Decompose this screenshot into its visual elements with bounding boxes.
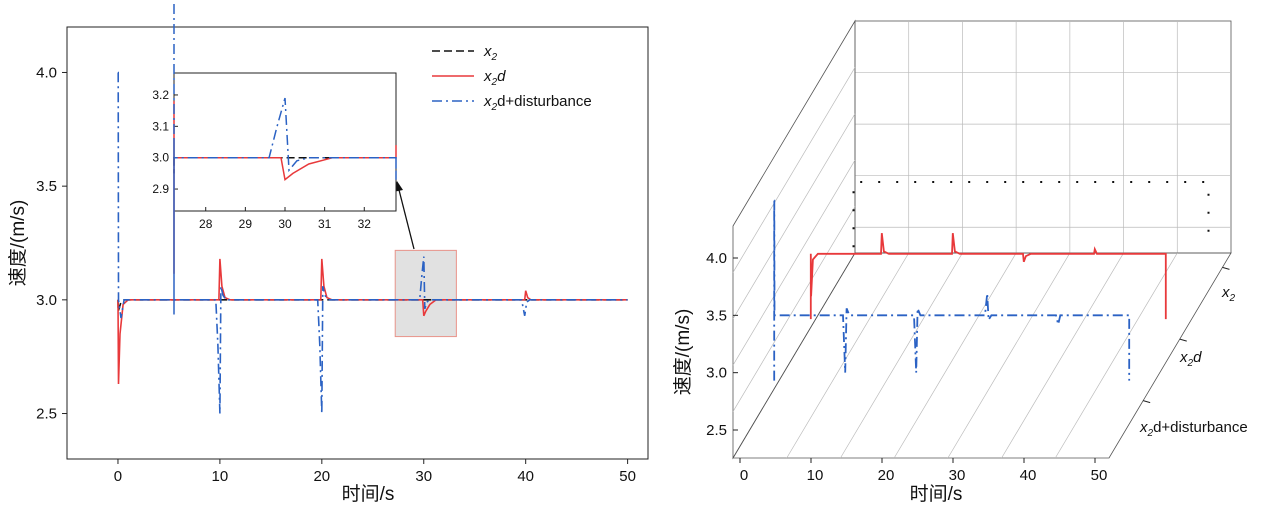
left-x-axis-label: 时间/s bbox=[342, 483, 395, 505]
right-x-axis: 0 10 20 30 40 50 bbox=[739, 458, 1108, 484]
legend-label-x2: x2 bbox=[483, 43, 498, 63]
left-wall-grid-line bbox=[732, 113, 856, 319]
right-series-group bbox=[773, 181, 1210, 381]
left-x-tick-label: 20 bbox=[313, 468, 330, 485]
left-y-tick-label: 3.0 bbox=[36, 292, 57, 309]
legend-item-x2d: x2d bbox=[432, 68, 506, 88]
legend-label-x2d: x2d bbox=[483, 68, 506, 88]
floor-grid-line bbox=[1054, 252, 1178, 459]
left-y-tick-label: 3.5 bbox=[36, 178, 57, 195]
right-x-tick-label: 0 bbox=[740, 467, 748, 484]
depth-label-x2d-disturbance: x2d+disturbance bbox=[1139, 419, 1248, 439]
left-series-group bbox=[117, 71, 628, 414]
right-x-tick-label: 30 bbox=[949, 467, 966, 484]
right-y-tick-label: 2.5 bbox=[706, 422, 727, 439]
left-x-tick-label: 40 bbox=[517, 468, 534, 485]
legend-item-x2: x2 bbox=[432, 43, 498, 63]
left-y-tick-label: 2.5 bbox=[36, 406, 57, 423]
left-wall-grid-line bbox=[732, 206, 856, 412]
series-line-x2d-disturbance bbox=[117, 71, 628, 414]
right-x-tick-label: 50 bbox=[1091, 467, 1108, 484]
left-wall bbox=[732, 19, 856, 460]
right-y-axis: 2.5 3.0 3.5 4.0 bbox=[706, 250, 738, 439]
inset-x-axis: 28 29 30 31 32 bbox=[199, 207, 371, 231]
right-depth-axis: x2 x2d x2d+disturbance bbox=[1139, 266, 1248, 439]
left-y-axis-label: 速度/(m/s) bbox=[7, 200, 29, 287]
left-x-tick-label: 50 bbox=[619, 468, 636, 485]
inset-y-tick-label: 3.1 bbox=[152, 119, 169, 133]
floor-grid-line bbox=[786, 252, 910, 459]
right-x-axis-label: 时间/s bbox=[910, 483, 963, 505]
series-line-x2 bbox=[117, 298, 628, 312]
left-y-axis: 2.5 3.0 3.5 4.0 bbox=[36, 64, 67, 423]
depth-tick-mark bbox=[1222, 266, 1230, 270]
right-x-tick-label: 40 bbox=[1020, 467, 1037, 484]
series3d-line-x2d-disturbance bbox=[773, 199, 1131, 381]
right-x-tick-label: 10 bbox=[807, 467, 824, 484]
inset-y-tick-label: 3.2 bbox=[152, 88, 169, 102]
left-x-axis: 0 10 20 30 40 50 bbox=[114, 459, 636, 485]
series-line-x2d bbox=[117, 258, 628, 385]
left-wall-grid-line bbox=[732, 67, 856, 273]
inset-y-tick-label: 3.0 bbox=[152, 151, 169, 165]
right-y-tick-label: 3.5 bbox=[706, 307, 727, 324]
series3d-line-x2 bbox=[852, 181, 1210, 248]
inset-y-tick-label: 2.9 bbox=[152, 182, 169, 196]
floor bbox=[732, 252, 1232, 459]
right-y-tick-label: 4.0 bbox=[706, 250, 727, 267]
right-x-tick-label: 20 bbox=[878, 467, 895, 484]
left-wall-grid-line bbox=[732, 160, 856, 366]
depth-label-x2: x2 bbox=[1221, 284, 1236, 304]
inset-x-tick-label: 32 bbox=[358, 217, 372, 231]
inset-frame bbox=[173, 72, 397, 212]
legend-item-x2d-disturbance: x2d+disturbance bbox=[432, 93, 592, 113]
left-x-tick-label: 0 bbox=[114, 468, 122, 485]
left-chart: 0 10 20 30 40 50 2.5 3.0 3.5 4.0 时间/s 速度/(m/s) 2… bbox=[7, 0, 649, 505]
inset-series-group bbox=[173, 0, 397, 315]
floor-grid-line bbox=[893, 252, 1017, 459]
depth-tick-mark bbox=[1143, 400, 1151, 404]
inset-series-line-x2d-disturbance bbox=[173, 0, 397, 315]
right-y-axis-label: 速度/(m/s) bbox=[672, 309, 694, 396]
legend-label-x2d-disturbance: x2d+disturbance bbox=[483, 93, 592, 113]
inset-x-tick-label: 29 bbox=[239, 217, 253, 231]
left-wall-grid bbox=[732, 67, 856, 412]
depth-label-x2d: x2d bbox=[1179, 349, 1202, 369]
right-chart-3d: 0 10 20 30 40 50 2.5 3.0 3.5 4.0 x2 x2d x2d+dist… bbox=[672, 19, 1248, 505]
inset-chart: 28 29 30 31 32 2.9 3.0 3.1 3.2 bbox=[152, 0, 397, 315]
zoom-region-box bbox=[394, 249, 457, 338]
inset-x-tick-label: 31 bbox=[318, 217, 332, 231]
floor-grid bbox=[786, 252, 1178, 459]
inset-x-tick-label: 30 bbox=[278, 217, 292, 231]
right-y-tick-label: 3.0 bbox=[706, 365, 727, 382]
back-wall-grid bbox=[854, 21, 1231, 253]
back-wall bbox=[854, 20, 1232, 254]
floor-grid-line bbox=[1001, 252, 1124, 459]
floor-grid-line bbox=[840, 252, 963, 459]
left-x-tick-label: 10 bbox=[212, 468, 229, 485]
floor-grid-line bbox=[947, 252, 1071, 459]
zoom-arrow-line bbox=[397, 185, 415, 250]
left-x-tick-label: 30 bbox=[415, 468, 432, 485]
depth-tick-mark bbox=[1179, 338, 1187, 342]
left-plot-frame bbox=[66, 26, 649, 460]
inset-y-axis: 2.9 3.0 3.1 3.2 bbox=[152, 88, 178, 196]
legend: x2 x2d x2d+disturbance bbox=[432, 43, 592, 113]
left-y-tick-label: 4.0 bbox=[36, 64, 57, 81]
series3d-line-x2d bbox=[809, 232, 1167, 320]
inset-x-tick-label: 28 bbox=[199, 217, 213, 231]
